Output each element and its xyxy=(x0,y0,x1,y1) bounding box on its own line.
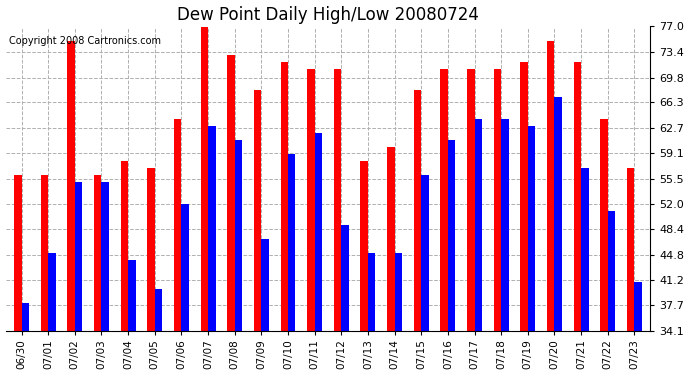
Bar xyxy=(227,55,235,330)
Bar xyxy=(94,176,101,330)
Bar xyxy=(555,98,562,330)
Bar xyxy=(547,40,555,330)
Bar xyxy=(235,140,242,330)
Title: Dew Point Daily High/Low 20080724: Dew Point Daily High/Low 20080724 xyxy=(177,6,479,24)
Bar xyxy=(48,253,56,330)
Bar xyxy=(208,126,215,330)
Bar xyxy=(414,90,422,330)
Bar xyxy=(573,62,581,330)
Bar xyxy=(41,176,48,330)
Bar xyxy=(528,126,535,330)
Bar xyxy=(155,289,162,330)
Bar xyxy=(368,253,375,330)
Bar xyxy=(101,182,109,330)
Bar xyxy=(627,168,634,330)
Bar xyxy=(201,27,208,330)
Bar xyxy=(608,211,615,330)
Bar xyxy=(68,40,75,330)
Bar xyxy=(475,118,482,330)
Bar xyxy=(181,204,189,330)
Bar xyxy=(634,282,642,330)
Bar xyxy=(501,118,509,330)
Bar xyxy=(422,176,428,330)
Bar xyxy=(281,62,288,330)
Bar xyxy=(254,90,262,330)
Bar xyxy=(128,260,136,330)
Bar xyxy=(600,118,608,330)
Bar xyxy=(75,182,82,330)
Bar xyxy=(121,161,128,330)
Bar xyxy=(307,69,315,330)
Bar xyxy=(395,253,402,330)
Bar xyxy=(174,118,181,330)
Bar xyxy=(148,168,155,330)
Bar xyxy=(21,303,29,330)
Bar xyxy=(581,168,589,330)
Bar xyxy=(14,176,21,330)
Bar xyxy=(387,147,395,330)
Bar xyxy=(334,69,342,330)
Bar xyxy=(262,239,269,330)
Bar xyxy=(440,69,448,330)
Bar xyxy=(315,133,322,330)
Bar xyxy=(494,69,501,330)
Bar xyxy=(360,161,368,330)
Text: Copyright 2008 Cartronics.com: Copyright 2008 Cartronics.com xyxy=(9,36,161,46)
Bar xyxy=(520,62,528,330)
Bar xyxy=(342,225,348,330)
Bar xyxy=(448,140,455,330)
Bar xyxy=(288,154,295,330)
Bar xyxy=(467,69,475,330)
